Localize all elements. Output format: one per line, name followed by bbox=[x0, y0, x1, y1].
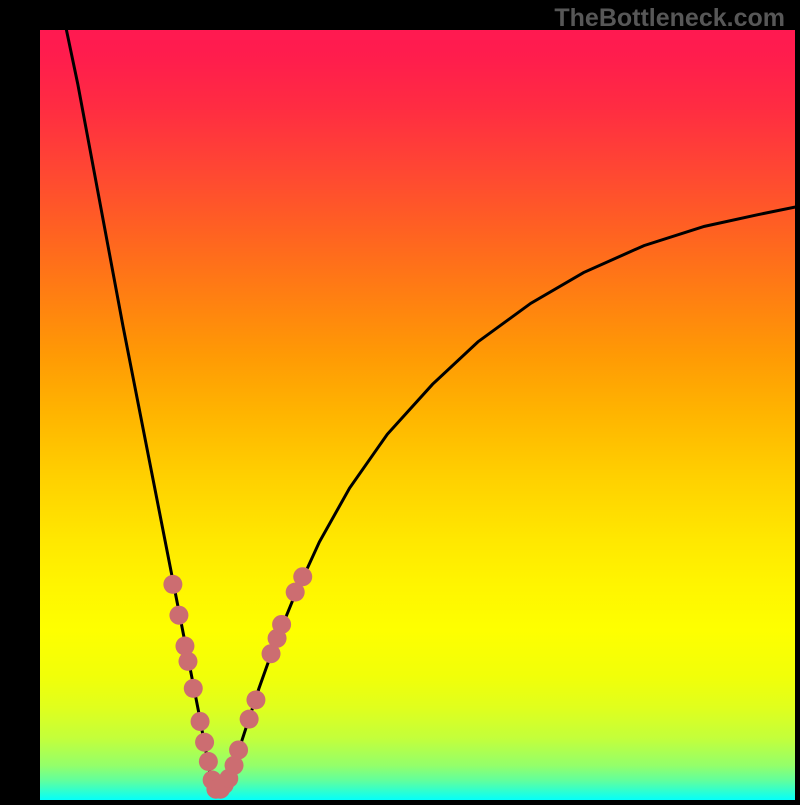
chart-svg bbox=[40, 30, 795, 800]
data-marker bbox=[272, 615, 291, 634]
plot-area bbox=[40, 30, 795, 800]
canvas: TheBottleneck.com bbox=[0, 0, 800, 800]
data-marker bbox=[191, 712, 210, 731]
data-marker bbox=[178, 652, 197, 671]
data-marker bbox=[184, 679, 203, 698]
data-marker bbox=[240, 710, 259, 729]
data-marker bbox=[169, 606, 188, 625]
watermark-text: TheBottleneck.com bbox=[554, 4, 785, 33]
data-marker bbox=[199, 752, 218, 771]
data-marker bbox=[195, 733, 214, 752]
data-marker bbox=[293, 567, 312, 586]
data-marker bbox=[229, 740, 248, 759]
gradient-background bbox=[40, 30, 795, 800]
data-marker bbox=[163, 575, 182, 594]
data-marker bbox=[246, 690, 265, 709]
